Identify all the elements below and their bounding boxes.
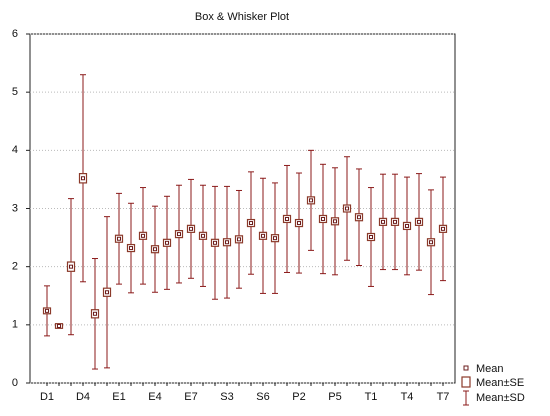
x-tick-label: E1: [112, 391, 125, 403]
mean-marker: [165, 240, 169, 245]
mean-marker: [393, 219, 397, 224]
legend-label: Mean: [476, 363, 504, 375]
mean-marker: [249, 221, 253, 226]
mean-marker: [93, 311, 97, 316]
mean-marker: [57, 323, 61, 328]
mean-marker: [333, 219, 337, 224]
x-tick-label: D4: [76, 391, 90, 403]
mean-marker: [417, 219, 421, 224]
mean-marker: [117, 236, 121, 241]
mean-marker: [321, 216, 325, 221]
mean-marker: [177, 232, 181, 237]
legend-mean-icon: [463, 365, 469, 371]
mean-marker: [441, 226, 445, 231]
legend-label: Mean±SD: [476, 392, 525, 404]
mean-marker: [309, 198, 313, 203]
legend-se-icon: [461, 376, 471, 388]
x-tick-label: S6: [256, 391, 269, 403]
x-tick-label: T4: [401, 391, 414, 403]
x-tick-label: E4: [148, 391, 161, 403]
x-tick-label: D1: [40, 391, 54, 403]
y-tick-label: 2: [12, 261, 18, 273]
mean-marker: [81, 176, 85, 181]
mean-marker: [357, 215, 361, 220]
mean-marker: [45, 308, 49, 313]
mean-marker: [213, 240, 217, 245]
mean-marker: [429, 240, 433, 245]
x-tick-label: T7: [437, 391, 450, 403]
chart-title: Box & Whisker Plot: [195, 11, 289, 23]
x-tick-label: T1: [365, 391, 378, 403]
mean-marker: [129, 246, 133, 251]
mean-marker: [297, 221, 301, 226]
y-tick-label: 5: [12, 86, 18, 98]
mean-marker: [105, 290, 109, 295]
mean-marker: [345, 206, 349, 211]
mean-marker: [189, 226, 193, 231]
mean-marker: [201, 233, 205, 238]
x-tick-label: S3: [220, 391, 233, 403]
mean-marker: [225, 240, 229, 245]
mean-marker: [153, 247, 157, 252]
x-tick-label: P2: [292, 391, 305, 403]
mean-marker: [237, 237, 241, 242]
y-tick-label: 6: [12, 28, 18, 40]
mean-marker: [285, 216, 289, 221]
y-tick-label: 4: [12, 144, 18, 156]
mean-marker: [381, 219, 385, 224]
mean-marker: [141, 233, 145, 238]
x-tick-label: E7: [184, 391, 197, 403]
mean-marker: [69, 264, 73, 269]
legend-label: Mean±SE: [476, 377, 524, 389]
mean-marker: [405, 223, 409, 228]
y-tick-label: 3: [12, 202, 18, 214]
mean-marker: [369, 235, 373, 240]
mean-marker: [261, 233, 265, 238]
mean-marker: [273, 236, 277, 241]
x-tick-label: P5: [328, 391, 341, 403]
y-tick-label: 0: [12, 377, 18, 389]
y-tick-label: 1: [12, 319, 18, 331]
